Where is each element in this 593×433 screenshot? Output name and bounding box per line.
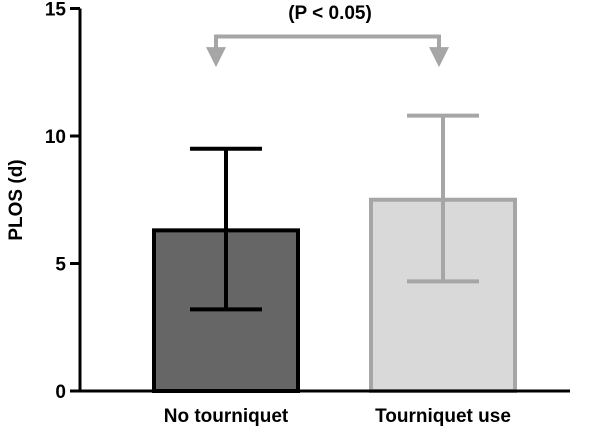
error-bars-layer xyxy=(190,113,479,312)
y-tick-label-10: 10 xyxy=(45,127,66,148)
axes-layer: No tourniquet Tourniquet use 0 5 10 15 xyxy=(45,0,570,427)
x-tick-label-1: No tourniquet xyxy=(164,406,289,427)
significance-label: (P < 0.05) xyxy=(288,3,372,24)
y-tick-label-0: 0 xyxy=(55,382,66,403)
x-tick-label-2: Tourniquet use xyxy=(375,406,511,427)
bars-layer xyxy=(152,197,517,393)
annotation-layer xyxy=(206,34,449,68)
y-tick-label-15: 15 xyxy=(45,0,67,21)
y-tick-label-5: 5 xyxy=(55,255,66,276)
y-axis-label: PLOS (d) xyxy=(6,159,27,240)
bracket-arrowhead-2 xyxy=(429,47,449,68)
bracket-arrowhead-1 xyxy=(206,47,226,68)
